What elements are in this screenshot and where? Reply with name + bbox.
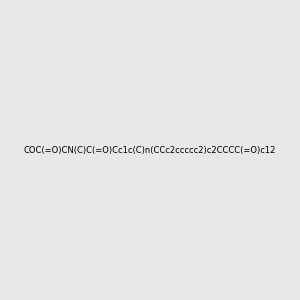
Text: COC(=O)CN(C)C(=O)Cc1c(C)n(CCc2ccccc2)c2CCCC(=O)c12: COC(=O)CN(C)C(=O)Cc1c(C)n(CCc2ccccc2)c2C…: [24, 146, 276, 154]
